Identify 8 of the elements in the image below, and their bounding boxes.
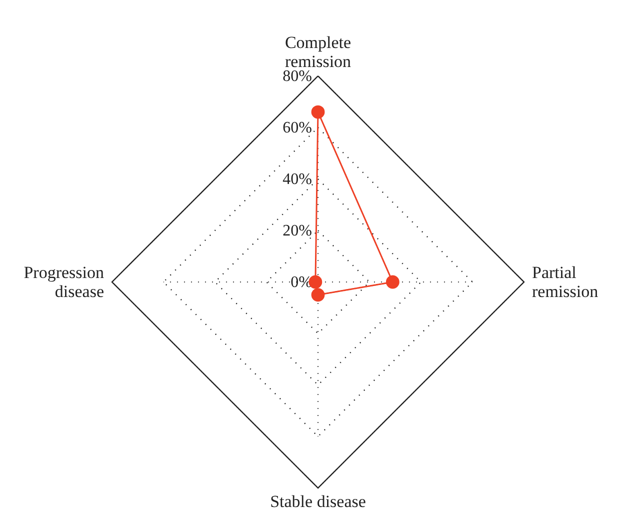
spoke-label: Progression disease xyxy=(24,263,104,301)
spoke-label: Complete remission xyxy=(284,33,352,71)
spoke-label: Partial remission xyxy=(532,263,599,301)
y-tick-label: 80% xyxy=(282,68,312,85)
y-tick-label: 20% xyxy=(282,222,312,240)
y-tick-label: 60% xyxy=(282,120,312,136)
y-tick-label: 40% xyxy=(282,171,312,188)
spoke-label: Stable disease xyxy=(270,492,366,511)
